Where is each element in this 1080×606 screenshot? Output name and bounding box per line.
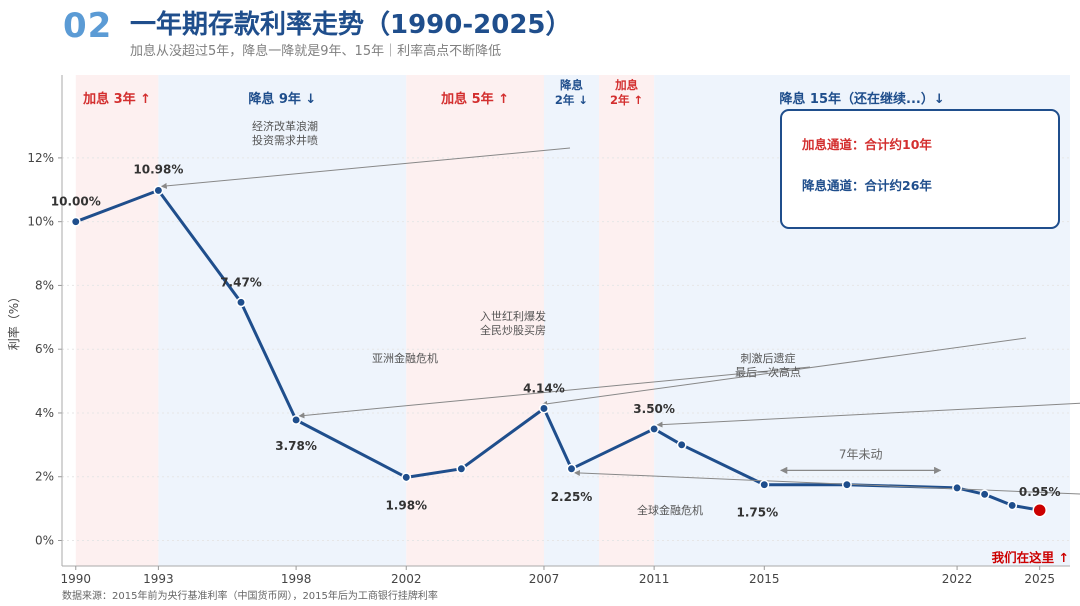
annotation-text: 全球金融危机 (637, 503, 703, 517)
here-label: 我们在这里 ↑ (992, 550, 1069, 565)
y-tick-label: 12% (27, 151, 54, 165)
x-tick-label: 1998 (281, 572, 312, 586)
y-axis-label: 利率（%） (6, 291, 21, 350)
data-label: 1.98% (385, 498, 427, 512)
legend-hike-text: 加息通道：合计约10年 (801, 137, 932, 152)
span-note-text: 7年未动 (839, 447, 883, 461)
data-point (70, 216, 81, 227)
annotation-arrow (541, 337, 1027, 407)
band-label: 加息 (614, 78, 638, 92)
data-point (759, 479, 770, 490)
y-tick-label: 10% (27, 215, 54, 229)
data-point (649, 423, 660, 434)
band-label: 加息 5年 ↑ (440, 91, 509, 107)
y-tick-label: 6% (35, 342, 54, 356)
x-tick-label: 1993 (143, 572, 174, 586)
data-point (236, 297, 246, 308)
data-point (291, 415, 302, 425)
series-line (75, 188, 1040, 512)
x-tick-label: 2022 (942, 572, 973, 586)
data-point (1007, 500, 1018, 511)
data-label: 2.25% (551, 490, 593, 504)
annotation-text: 入世红利爆发 (480, 309, 546, 323)
data-label: 1.75% (736, 506, 778, 520)
band-hike-0 (75, 75, 159, 566)
data-point (401, 472, 412, 483)
data-point (539, 403, 549, 414)
data-point (676, 439, 687, 450)
data-label: 10.98% (133, 162, 183, 176)
page-title: 一年期存款利率走势（1990-2025） (130, 10, 572, 40)
data-label: 0.95% (1019, 485, 1061, 499)
annotation-arrow (656, 402, 1080, 428)
band-label: 降息 (560, 78, 583, 92)
annotation-arrow (298, 366, 811, 419)
data-point (456, 463, 467, 474)
annotation-text: 全民炒股买房 (480, 323, 546, 337)
y-tick-label: 0% (35, 533, 54, 547)
band-label: 2年 ↑ (610, 93, 643, 107)
data-label: 10.00% (51, 195, 101, 209)
band-cut-1 (158, 75, 407, 566)
x-tick-label: 2007 (529, 572, 560, 586)
page-subtitle: 加息从没超过5年，降息一降就是9年、15年｜利率高点不断降低 (130, 44, 502, 59)
data-label: 4.14% (523, 381, 565, 395)
data-point (566, 463, 577, 474)
data-point (841, 479, 852, 490)
annotation-text: 刺激后遗症 (741, 351, 796, 365)
band-label: 降息 15年（还在继续...）↓ (779, 91, 944, 107)
annotation-text: 投资需求井喷 (252, 133, 318, 147)
data-label: 3.50% (633, 402, 675, 416)
y-tick-label: 8% (35, 278, 54, 292)
y-tick-label: 4% (35, 406, 54, 420)
band-label: 2年 ↓ (555, 93, 588, 107)
annotation-arrow (160, 147, 571, 189)
x-tick-label: 2025 (1024, 572, 1055, 586)
legend-box (780, 109, 1060, 229)
annotation-text: 经济改革浪潮 (252, 119, 318, 133)
band-hike-4 (599, 75, 655, 566)
legend-cut-text: 降息通道：合计约26年 (802, 178, 932, 193)
y-tick-label: 2% (35, 470, 54, 484)
annotation-text: 最后一次高点 (735, 365, 801, 379)
data-point (952, 482, 963, 493)
band-label: 降息 9年 ↓ (248, 91, 316, 107)
data-point (153, 185, 164, 196)
annotation-text: 亚洲金融危机 (372, 351, 438, 365)
data-label: 7.47% (220, 275, 262, 289)
data-point (1032, 502, 1047, 518)
data-source-note: 数据来源：2015年前为央行基准利率（中国货币网），2015年后为工商银行挂牌利… (62, 591, 438, 602)
data-label: 3.78% (275, 439, 317, 453)
x-tick-label: 1990 (60, 572, 91, 586)
x-tick-label: 2011 (639, 572, 670, 586)
band-label: 加息 3年 ↑ (82, 91, 151, 107)
x-tick-label: 2015 (749, 572, 780, 586)
band-cut-3 (543, 75, 600, 566)
x-tick-label: 2002 (391, 572, 422, 586)
section-number: 02 (63, 6, 113, 46)
data-point (979, 489, 990, 500)
